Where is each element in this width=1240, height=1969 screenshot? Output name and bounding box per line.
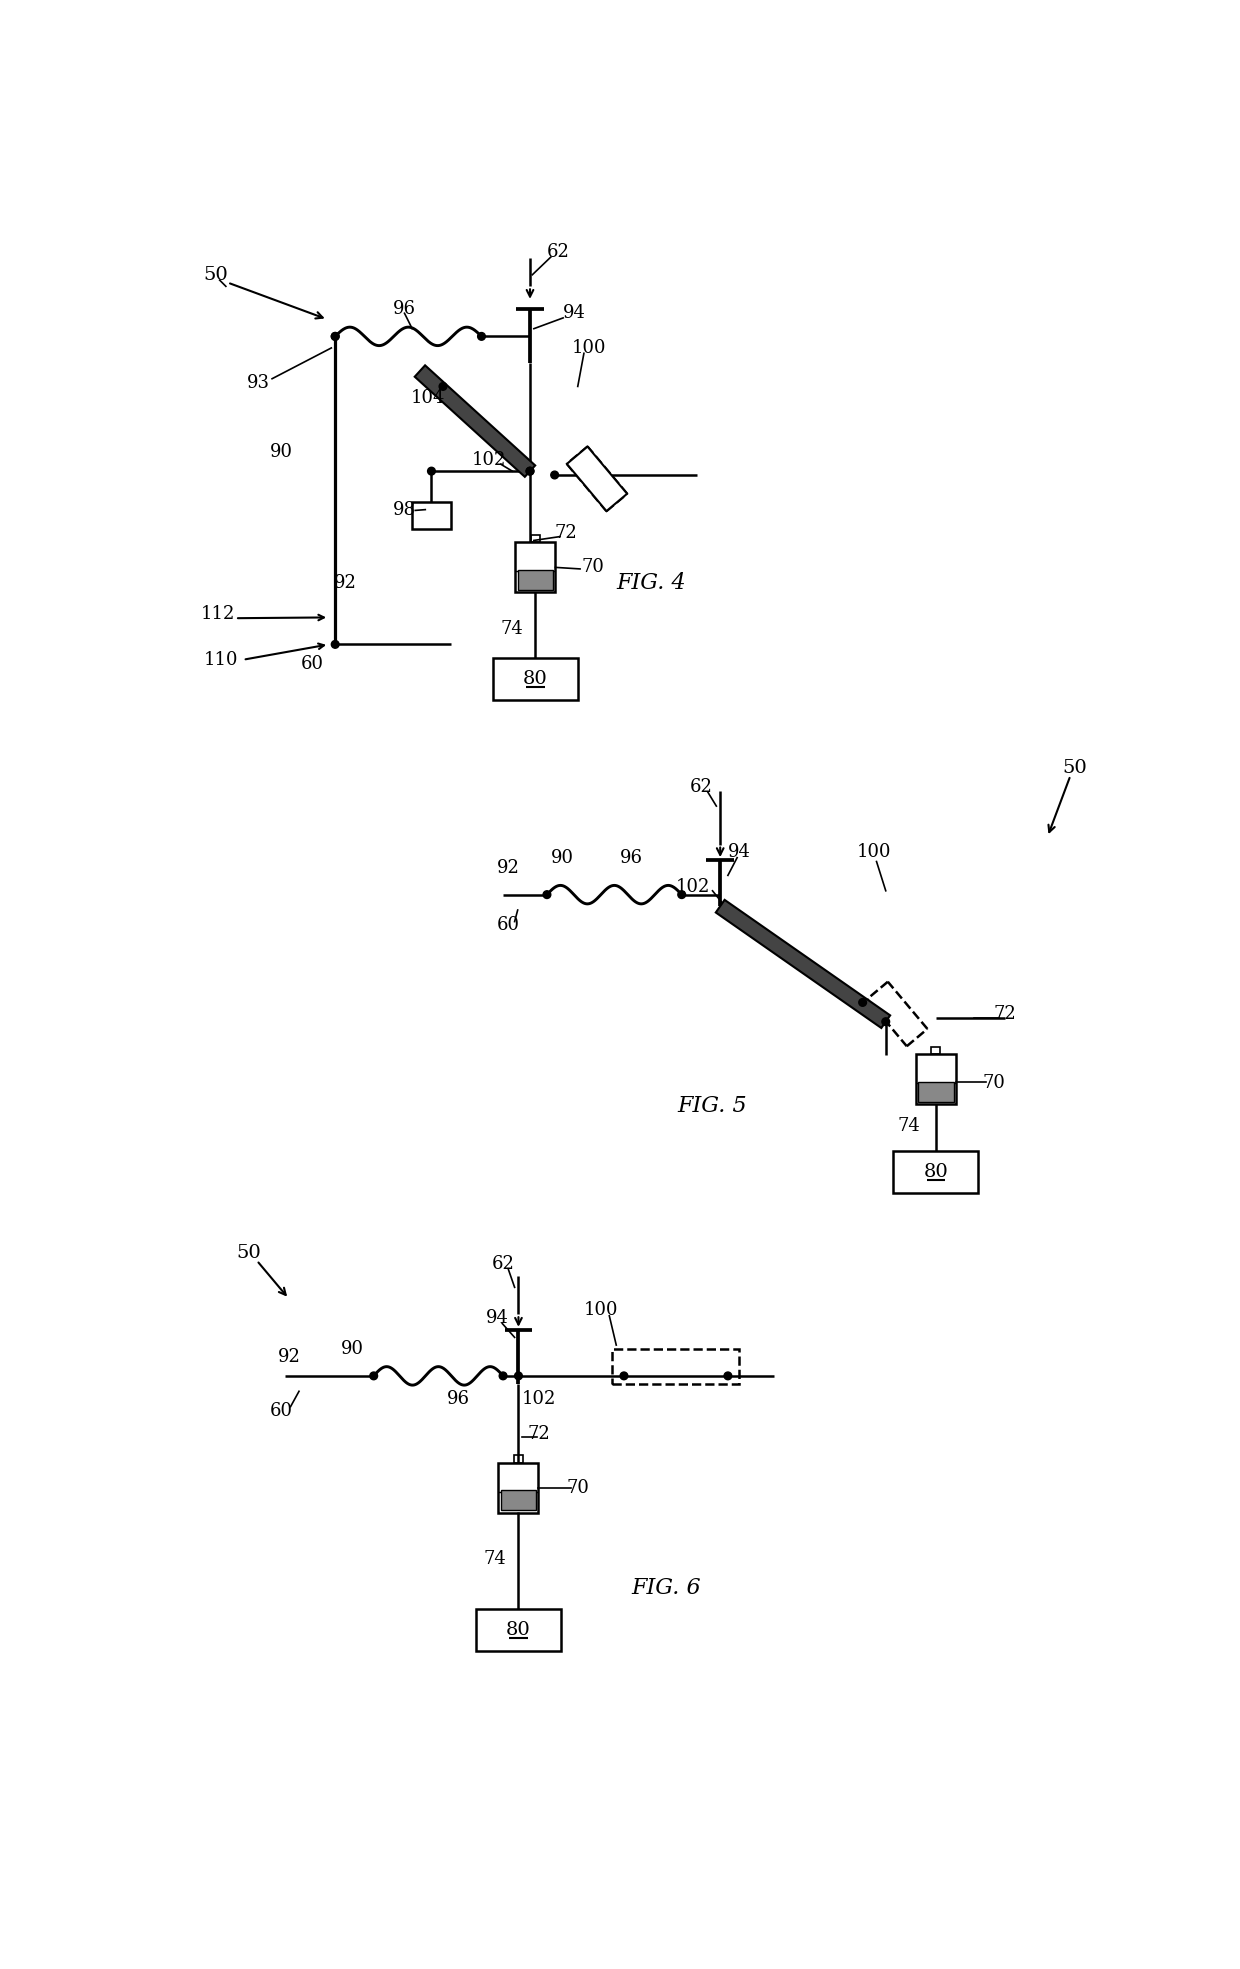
- Text: 90: 90: [341, 1341, 363, 1359]
- Text: 62: 62: [547, 242, 570, 260]
- Text: 70: 70: [982, 1075, 1004, 1093]
- Circle shape: [620, 1372, 627, 1380]
- Text: 50: 50: [1061, 758, 1086, 776]
- Text: 100: 100: [857, 843, 892, 860]
- Text: 92: 92: [278, 1347, 300, 1366]
- Circle shape: [331, 333, 339, 341]
- Text: 98: 98: [393, 500, 415, 518]
- Text: 100: 100: [584, 1302, 618, 1319]
- Text: FIG. 6: FIG. 6: [631, 1577, 701, 1599]
- Bar: [412, 502, 450, 530]
- Circle shape: [439, 382, 446, 390]
- Text: 92: 92: [334, 573, 357, 593]
- Text: FIG. 4: FIG. 4: [616, 571, 686, 595]
- Bar: [613, 1349, 739, 1384]
- Text: 94: 94: [728, 843, 751, 860]
- Text: 60: 60: [270, 1402, 293, 1420]
- Text: 80: 80: [924, 1164, 949, 1181]
- Circle shape: [500, 1372, 507, 1380]
- Circle shape: [526, 467, 534, 475]
- Text: 74: 74: [501, 620, 523, 638]
- Text: 70: 70: [567, 1479, 589, 1496]
- Text: 62: 62: [689, 778, 713, 795]
- Bar: [517, 571, 553, 591]
- Text: 90: 90: [270, 443, 293, 461]
- Text: 72: 72: [993, 1004, 1017, 1024]
- Bar: [476, 1609, 560, 1652]
- Circle shape: [678, 890, 686, 898]
- Text: 62: 62: [491, 1254, 515, 1274]
- Text: 90: 90: [551, 849, 574, 868]
- Bar: [516, 541, 556, 593]
- Circle shape: [724, 1372, 732, 1380]
- Bar: [894, 1150, 978, 1193]
- Bar: [513, 1455, 523, 1463]
- Text: 112: 112: [201, 604, 236, 622]
- Bar: [531, 536, 541, 541]
- Text: 72: 72: [554, 524, 578, 541]
- Text: 70: 70: [582, 559, 605, 577]
- Text: 80: 80: [523, 669, 548, 687]
- Text: 94: 94: [486, 1309, 508, 1327]
- Text: 74: 74: [484, 1550, 507, 1567]
- Circle shape: [526, 467, 534, 475]
- Circle shape: [331, 333, 339, 341]
- Circle shape: [477, 333, 485, 341]
- Text: 50: 50: [203, 266, 228, 284]
- Circle shape: [428, 467, 435, 475]
- Text: 92: 92: [497, 858, 520, 876]
- Text: 96: 96: [393, 301, 415, 319]
- Text: FIG. 5: FIG. 5: [678, 1095, 748, 1116]
- Text: 96: 96: [446, 1390, 470, 1408]
- Circle shape: [331, 640, 339, 648]
- Bar: [501, 1491, 536, 1510]
- Bar: [918, 1083, 954, 1103]
- Bar: [931, 1048, 940, 1055]
- Text: 80: 80: [506, 1620, 531, 1638]
- Circle shape: [551, 471, 558, 478]
- Text: 96: 96: [620, 849, 644, 868]
- Circle shape: [882, 1018, 889, 1026]
- Text: 102: 102: [522, 1390, 557, 1408]
- Text: 102: 102: [472, 451, 506, 469]
- Text: 50: 50: [237, 1244, 262, 1262]
- Text: 104: 104: [410, 390, 445, 408]
- Text: 110: 110: [205, 652, 238, 669]
- Text: 72: 72: [528, 1426, 551, 1443]
- Text: 102: 102: [676, 878, 711, 896]
- Text: 93: 93: [247, 374, 269, 392]
- Text: 60: 60: [300, 654, 324, 673]
- Text: 94: 94: [563, 305, 585, 323]
- Circle shape: [543, 890, 551, 898]
- Polygon shape: [567, 447, 627, 512]
- Circle shape: [859, 998, 867, 1006]
- Circle shape: [370, 1372, 377, 1380]
- Bar: [916, 1055, 956, 1105]
- Text: 60: 60: [497, 916, 520, 935]
- Bar: [498, 1463, 538, 1512]
- Polygon shape: [715, 900, 890, 1028]
- Bar: [494, 658, 578, 701]
- Text: 100: 100: [572, 339, 606, 356]
- Text: 74: 74: [898, 1116, 920, 1134]
- Polygon shape: [414, 366, 536, 476]
- Circle shape: [515, 1372, 522, 1380]
